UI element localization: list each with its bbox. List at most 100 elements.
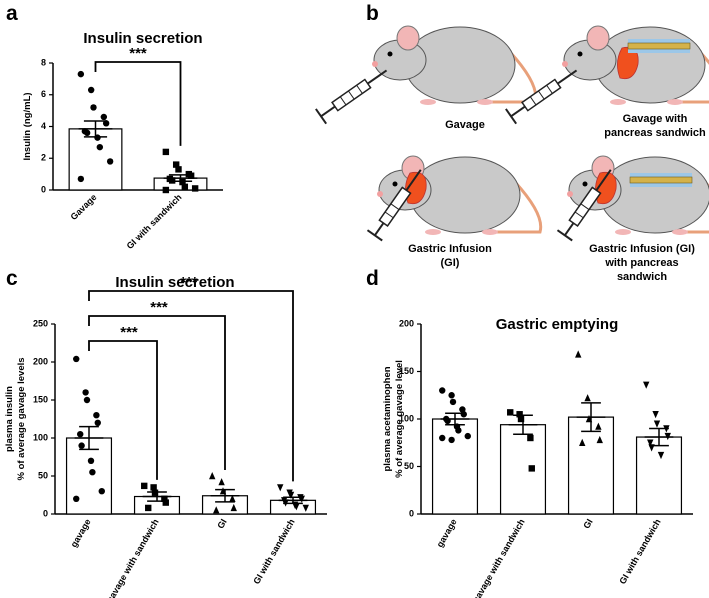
significance-bracket <box>88 340 158 480</box>
y-tick-label: 200 <box>33 356 48 366</box>
diagram-label: Gavage with <box>623 113 688 125</box>
chart-title: Insulin secretion <box>83 30 202 47</box>
data-point <box>187 172 195 179</box>
x-tick-label: gavage <box>435 517 459 549</box>
diagram-label: Gastric Infusion (GI) <box>589 243 695 255</box>
data-point <box>175 166 182 173</box>
data-point <box>293 503 300 511</box>
y-tick-label: 150 <box>399 366 414 376</box>
data-point <box>89 469 96 476</box>
diagram-label: pancreas sandwich <box>604 127 706 139</box>
data-point <box>643 381 650 389</box>
y-tick-label: 50 <box>404 461 414 471</box>
y-axis-label: plasma insulin <box>4 386 15 452</box>
data-point <box>98 488 105 495</box>
data-point <box>83 396 91 404</box>
y-tick-label: 150 <box>33 394 48 404</box>
data-point <box>209 472 216 480</box>
y-tick-label: 100 <box>33 432 48 442</box>
panel-label: a <box>6 2 18 25</box>
y-tick-label: 0 <box>41 184 46 194</box>
data-point <box>287 491 295 499</box>
data-point <box>302 504 309 512</box>
y-axis-label: Insulin (ng/mL) <box>22 92 33 160</box>
data-point <box>282 499 289 507</box>
y-axis-label: % of average gavage levels <box>16 357 27 480</box>
data-point <box>100 113 108 121</box>
data-point <box>648 444 655 452</box>
diagram-label: (GI) <box>441 257 460 269</box>
data-point <box>584 394 591 402</box>
data-point <box>102 120 110 127</box>
x-tick-label: GI with sandwich <box>617 517 662 586</box>
data-point <box>162 148 170 156</box>
data-point <box>78 442 85 449</box>
y-tick-label: 6 <box>41 89 46 99</box>
x-tick-label: GI <box>215 517 228 530</box>
data-point <box>528 465 535 472</box>
data-point <box>77 431 84 438</box>
x-tick-label: Gavage <box>69 192 99 222</box>
y-tick-label: 8 <box>41 57 46 67</box>
data-point <box>585 415 593 423</box>
data-point <box>664 432 671 441</box>
data-point <box>161 495 168 502</box>
data-point <box>83 129 91 137</box>
data-point <box>449 398 457 406</box>
data-point <box>663 425 670 433</box>
data-point <box>94 419 101 426</box>
bar <box>635 436 683 515</box>
data-point <box>191 185 199 192</box>
y-tick-label: 0 <box>409 508 414 518</box>
data-point <box>219 487 227 495</box>
data-point <box>150 484 157 491</box>
x-tick-label: gavage <box>69 517 93 549</box>
chart-title: Insulin secretion <box>115 274 234 291</box>
data-point <box>87 457 95 464</box>
data-point <box>596 435 603 444</box>
data-point <box>168 177 176 184</box>
data-point <box>145 504 152 512</box>
bar <box>499 424 547 515</box>
panel-label: d <box>366 267 379 290</box>
data-point <box>73 355 80 363</box>
data-point <box>652 411 659 419</box>
data-point <box>507 409 514 416</box>
data-point <box>90 104 97 111</box>
data-point <box>517 415 525 423</box>
data-point <box>162 186 170 194</box>
data-point <box>527 434 534 442</box>
data-point <box>87 86 95 94</box>
data-point <box>575 350 582 358</box>
y-tick-label: 200 <box>399 318 414 328</box>
data-point <box>230 503 237 512</box>
data-point <box>444 417 451 425</box>
data-point <box>96 143 104 151</box>
data-point <box>647 439 654 447</box>
data-point <box>181 183 189 191</box>
significance-bracket <box>88 290 294 482</box>
y-tick-label: 250 <box>33 318 48 328</box>
data-point <box>657 451 665 460</box>
data-point <box>595 422 602 430</box>
data-point <box>218 478 225 486</box>
y-tick-label: 0 <box>43 508 48 518</box>
panel-label: c <box>6 267 18 290</box>
significance-label: *** <box>180 274 198 291</box>
data-point <box>464 432 471 440</box>
data-point <box>213 506 220 514</box>
significance-bracket <box>94 61 182 146</box>
data-point <box>516 411 523 418</box>
data-point <box>94 134 101 141</box>
data-point <box>77 70 85 78</box>
y-tick-label: 4 <box>41 121 46 131</box>
data-point <box>179 178 186 186</box>
y-tick-label: 2 <box>41 153 46 163</box>
data-point <box>653 420 661 428</box>
data-point <box>448 392 455 399</box>
y-axis-label: plasma acetaminophen <box>382 366 393 471</box>
bar <box>431 418 479 515</box>
data-point <box>141 482 148 490</box>
x-tick-label: gavage with sandwich <box>105 517 161 598</box>
